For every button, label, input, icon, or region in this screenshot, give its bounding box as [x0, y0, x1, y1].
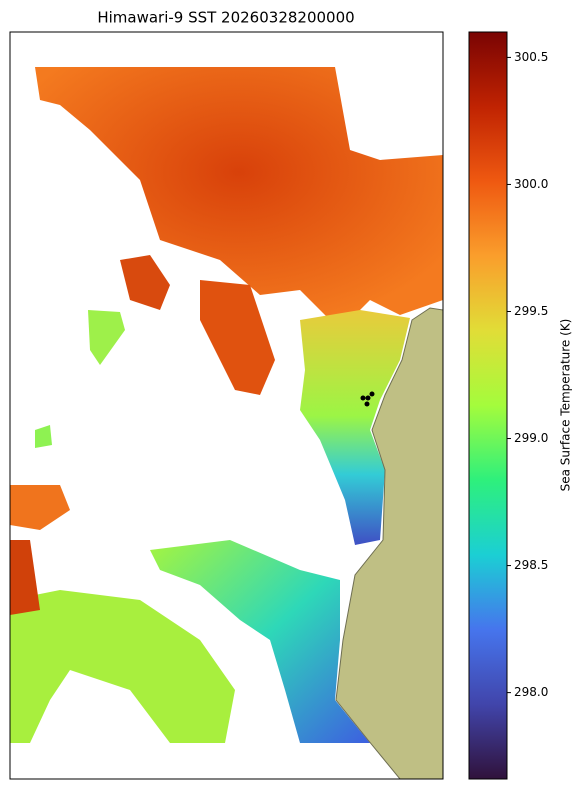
point — [369, 391, 375, 397]
coast — [335, 307, 443, 779]
colorbar-tick-label: 299.0 — [514, 431, 548, 445]
point — [360, 395, 366, 401]
colorbar-tick-label: 298.0 — [514, 685, 548, 699]
sst-southwest — [10, 590, 235, 743]
sst-warm — [10, 540, 40, 615]
colorbar-tick-label: 298.5 — [514, 558, 548, 572]
colorbar-tick-label: 299.5 — [514, 304, 548, 318]
sst-warm — [10, 485, 70, 530]
sst-green — [88, 310, 125, 365]
sst-warm — [120, 255, 170, 310]
map — [10, 67, 443, 779]
point — [364, 401, 370, 407]
sst-warm — [200, 280, 275, 395]
point — [365, 395, 371, 401]
map-frame — [9, 31, 444, 780]
colorbar-tick-label: 300.0 — [514, 177, 548, 191]
colorbar-tick-label: 300.5 — [514, 50, 548, 64]
colorbar — [468, 31, 508, 780]
sst-warm — [35, 67, 443, 330]
colorbar-label: Sea Surface Temperature (K) — [559, 319, 573, 492]
sst-green — [35, 425, 52, 448]
sst-south — [150, 540, 370, 743]
title: Himawari-9 SST 20260328200000 — [97, 9, 354, 27]
sst-coastal — [300, 310, 410, 545]
